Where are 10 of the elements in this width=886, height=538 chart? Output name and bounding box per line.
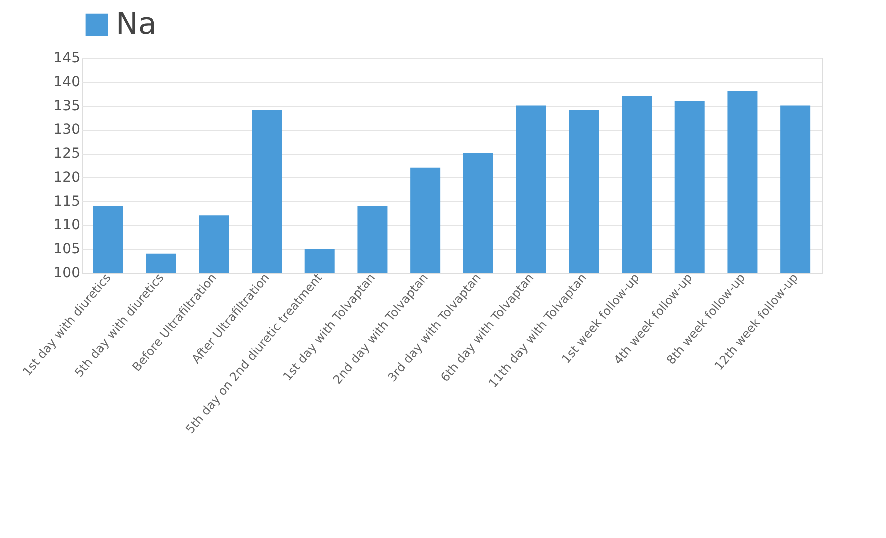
y-tick-label: 115 — [54, 194, 80, 210]
y-tick-label: 110 — [54, 218, 80, 234]
y-tick-label: 135 — [54, 98, 80, 114]
y-tick-label: 120 — [54, 170, 80, 186]
y-tick-label: 130 — [54, 122, 80, 138]
legend-label: Na — [116, 7, 157, 42]
y-tick-label: 125 — [54, 146, 80, 162]
y-tick-label: 140 — [54, 74, 80, 90]
y-tick-label: 145 — [54, 50, 80, 66]
y-tick-label: 105 — [54, 242, 80, 258]
